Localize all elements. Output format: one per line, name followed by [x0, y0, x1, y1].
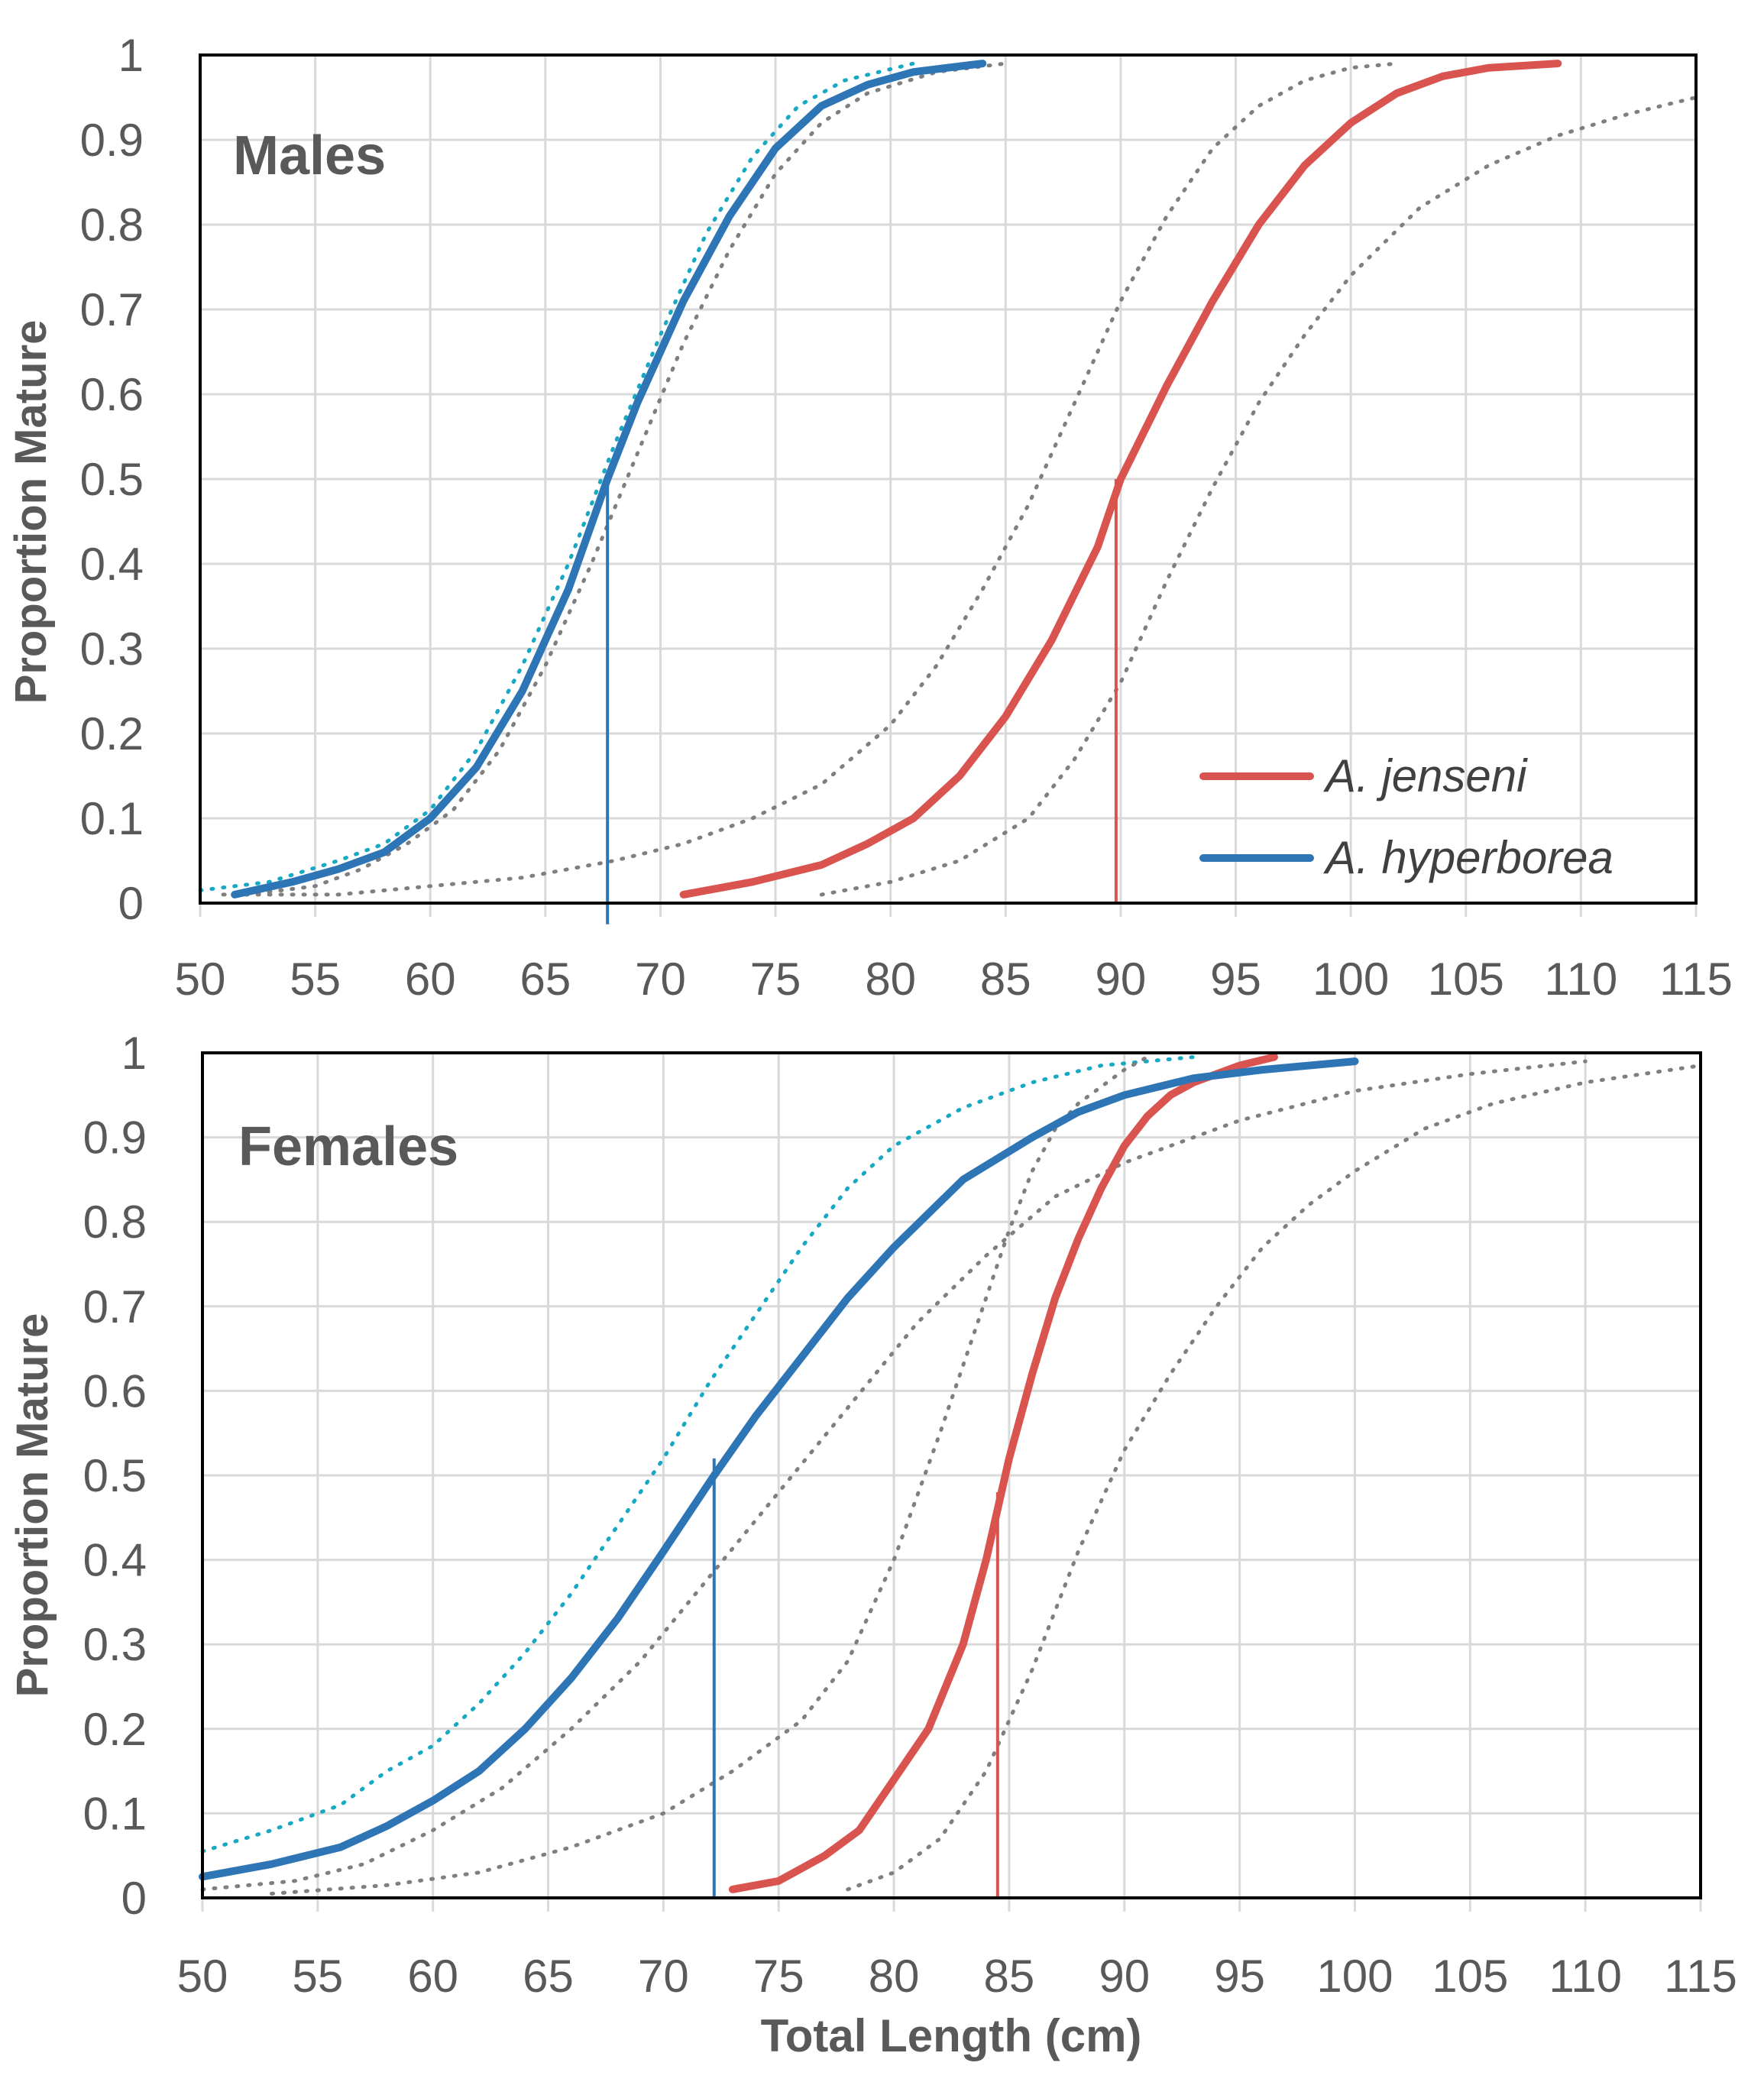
x-tick-label: 80 [869, 1951, 920, 2002]
x-tick-label: 105 [1428, 954, 1504, 1005]
panel-title: Females [238, 1116, 458, 1177]
y-tick-label: 0.2 [80, 708, 144, 759]
y-tick-label: 0.4 [83, 1535, 147, 1586]
y-axis-title: Proportion Mature [8, 1313, 57, 1698]
legend-label-hyperborea: A. hyperborea [1323, 832, 1613, 883]
x-tick-labels: 50 55 60 65 70 75 80 85 90 95 100 105 110 115 [175, 954, 1733, 1005]
x-tick-label: 75 [750, 954, 801, 1005]
x-tick-label: 60 [405, 954, 456, 1005]
series-layer [199, 1053, 1703, 1896]
y-tick-label: 0.8 [83, 1196, 147, 1248]
x-tick-label: 55 [292, 1951, 343, 2002]
x-tick-label: 70 [638, 1951, 689, 2002]
confidence-curve-ci-grey-c [846, 1064, 1703, 1892]
x-tick-label: 65 [523, 1951, 574, 2002]
y-tick-label: 0 [118, 878, 144, 929]
x-axis-title: Total Length (cm) [761, 2010, 1142, 2061]
y-tick-label: 0.3 [83, 1619, 147, 1670]
legend-label-jenseni: A. jenseni [1323, 750, 1528, 801]
y-tick-label: 0.8 [80, 199, 144, 251]
x-tick-label: 60 [407, 1951, 458, 2002]
y-tick-label: 0.3 [80, 623, 144, 675]
confidence-curve-ci-grey-a [200, 1059, 1588, 1892]
y-tick-label: 1 [121, 1028, 147, 1079]
y-tick-label: 0.5 [83, 1450, 147, 1501]
x-tick-label: 55 [290, 954, 341, 1005]
series-line-hyperborea [199, 1057, 1359, 1881]
y-tick-label: 0.9 [80, 115, 144, 166]
series-line-jenseni [679, 60, 1562, 899]
x-tick-label: 75 [753, 1951, 804, 2002]
y-tick-label: 1 [118, 30, 144, 81]
y-tick-label: 0.2 [83, 1704, 147, 1755]
y-tick-label: 0.1 [83, 1788, 147, 1839]
panel-title: Males [233, 125, 386, 186]
plot-frame [199, 53, 1698, 905]
x-tick-label: 90 [1096, 954, 1147, 1005]
x-tick-label: 50 [177, 1951, 228, 2002]
x-tick-label: 105 [1432, 1951, 1508, 2002]
x-tick-label: 85 [980, 954, 1031, 1005]
x-tick-label: 90 [1099, 1951, 1150, 2002]
x-tick-label: 50 [175, 954, 226, 1005]
y-axis-title: Proportion Mature [6, 320, 56, 704]
x-tick-label: 95 [1214, 1951, 1265, 2002]
confidence-curve-ci-grey-b [221, 61, 1399, 897]
y-tick-labels: 0 0.1 0.2 0.3 0.4 0.5 0.6 0.7 0.8 0.9 1 [80, 30, 144, 929]
x-tick-label: 115 [1664, 1951, 1737, 2002]
x-tick-label: 100 [1316, 1951, 1393, 2002]
y-tick-label: 0.1 [80, 793, 144, 844]
x-tick-labels: 50 55 60 65 70 75 80 85 90 95 100 105 110 115 [177, 1951, 1737, 2002]
x-tick-label: 70 [635, 954, 686, 1005]
y-tick-label: 0.7 [80, 284, 144, 335]
males-panel: 0 0.1 0.2 0.3 0.4 0.5 0.6 0.7 0.8 0.9 1 50 55 60 65 70… [6, 30, 1733, 1005]
x-tick-label: 85 [984, 1951, 1035, 2002]
y-tick-label: 0.6 [80, 369, 144, 420]
legend: A. jenseni A. hyperborea [1199, 750, 1613, 883]
females-panel: 0 0.1 0.2 0.3 0.4 0.5 0.6 0.7 0.8 0.9 1 50 55 60 65 70… [8, 1028, 1737, 2061]
y-tick-label: 0 [121, 1873, 147, 1924]
x-tick-label: 110 [1545, 954, 1618, 1005]
x-tick-label: 100 [1312, 954, 1389, 1005]
x-tick-label: 80 [865, 954, 916, 1005]
y-tick-label: 0.9 [83, 1112, 147, 1164]
marker-layer [712, 1458, 999, 1898]
y-tick-labels: 0 0.1 0.2 0.3 0.4 0.5 0.6 0.7 0.8 0.9 1 [83, 1028, 147, 1924]
y-tick-label: 0.4 [80, 539, 144, 590]
confidence-curve-ci-grey-c [819, 96, 1698, 897]
confidence-curve-ci-hyperborea [198, 61, 916, 892]
x-tick-label: 95 [1210, 954, 1261, 1005]
y-tick-label: 0.6 [83, 1365, 147, 1417]
y-tick-label: 0.5 [80, 454, 144, 505]
plot-frame [201, 1051, 1702, 1899]
series-line-jenseni [728, 1053, 1278, 1893]
x-tick-label: 115 [1659, 954, 1733, 1005]
marker-layer [606, 479, 1118, 924]
x-tick-label: 110 [1549, 1951, 1622, 2002]
x-tick-label: 65 [519, 954, 571, 1005]
y-tick-label: 0.7 [83, 1281, 147, 1332]
confidence-curve-ci-grey-a [244, 61, 1008, 897]
grid [201, 1051, 1702, 1912]
